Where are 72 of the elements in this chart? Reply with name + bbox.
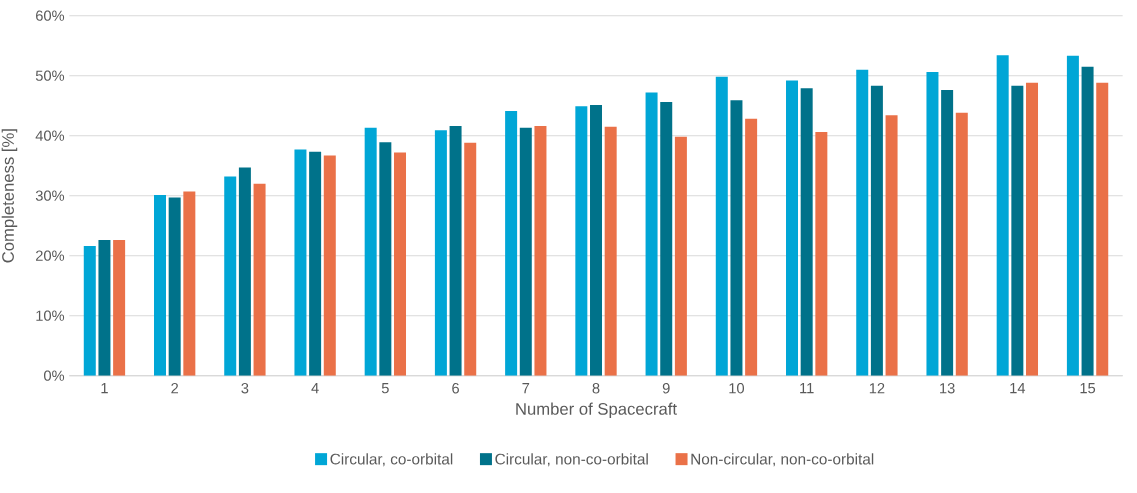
x-tick-label: 9 <box>662 383 670 394</box>
x-tick-label: 8 <box>592 383 600 394</box>
x-axis-title: Number of Spacecraft <box>516 402 677 419</box>
bar <box>464 142 477 376</box>
bar <box>434 130 447 376</box>
bar <box>870 85 883 376</box>
bar <box>224 176 237 376</box>
bar <box>294 149 307 376</box>
bar <box>238 167 251 376</box>
legend-label: Circular, co-orbital <box>330 453 453 467</box>
x-tick-label: 14 <box>1010 383 1026 394</box>
bar <box>745 118 758 376</box>
bar <box>996 55 1009 376</box>
bar <box>660 102 673 376</box>
y-tick-label: 0% <box>43 370 65 381</box>
x-tick-label: 2 <box>171 383 179 394</box>
bar <box>379 142 392 376</box>
bar <box>575 106 588 376</box>
y-tick-label: 60% <box>36 10 65 21</box>
x-tick-label: 3 <box>241 383 249 394</box>
bar <box>645 92 658 376</box>
x-tick-label: 12 <box>869 383 885 394</box>
x-tick-label: 5 <box>381 383 389 394</box>
bar <box>168 197 181 376</box>
x-tick-label: 13 <box>940 383 955 394</box>
x-tick-label: 11 <box>800 383 814 394</box>
y-tick-label: 50% <box>35 70 65 81</box>
bar <box>1026 82 1039 376</box>
x-tick-label: 6 <box>452 383 459 394</box>
y-tick-label: 30% <box>35 190 65 201</box>
bar <box>505 111 518 376</box>
bar <box>715 76 728 376</box>
bar <box>394 152 407 376</box>
bar <box>926 72 939 376</box>
bar <box>1081 66 1094 376</box>
y-tick-label: 10% <box>36 310 65 321</box>
bar <box>534 126 547 376</box>
bar <box>449 126 462 376</box>
bar <box>1066 55 1079 376</box>
legend-label: Circular, non-co-orbital <box>495 453 648 467</box>
bar <box>519 127 532 376</box>
bar <box>730 100 743 376</box>
bar <box>154 195 166 376</box>
bar <box>364 127 377 376</box>
bar <box>955 112 968 376</box>
bar <box>253 183 266 376</box>
x-tick-label: 10 <box>729 383 745 394</box>
y-tick-label: 40% <box>35 130 65 141</box>
x-tick-label: 15 <box>1080 383 1096 394</box>
legend-label: Non-circular, non-co-orbital <box>691 453 874 467</box>
bar <box>800 88 813 376</box>
bar <box>323 155 336 376</box>
bar <box>856 69 869 376</box>
bar <box>786 80 799 376</box>
bar <box>83 246 96 376</box>
x-tick-label: 7 <box>522 383 530 394</box>
bar <box>183 191 196 376</box>
bar <box>885 115 898 376</box>
bar <box>604 126 617 376</box>
x-tick-label: 4 <box>311 383 319 394</box>
y-tick-label: 20% <box>36 250 65 261</box>
x-tick-label: 1 <box>101 383 108 394</box>
bar <box>309 151 322 376</box>
bar <box>815 132 828 376</box>
y-axis-title: Completeness [%] <box>1 129 18 263</box>
bar <box>590 105 603 376</box>
bar <box>941 90 954 376</box>
bar <box>113 240 126 376</box>
bar <box>98 240 111 376</box>
bar <box>1011 85 1024 376</box>
bar <box>674 136 687 376</box>
bar <box>1096 82 1109 376</box>
